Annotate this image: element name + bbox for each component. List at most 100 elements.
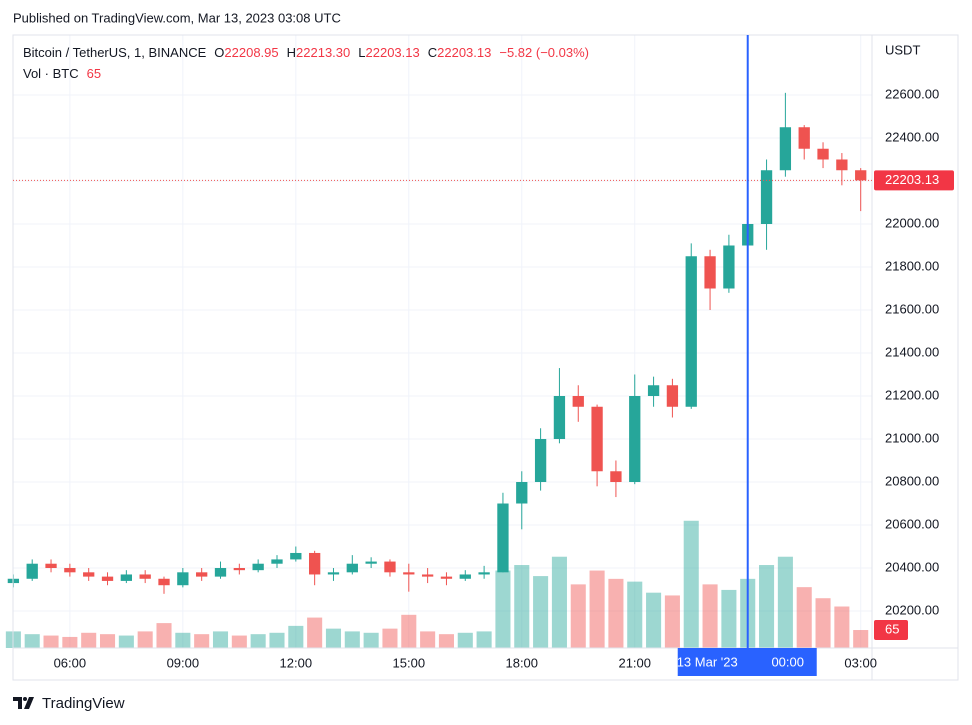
candle-body xyxy=(139,574,151,579)
volume-bar xyxy=(589,570,605,648)
low: 22203.13 xyxy=(366,45,420,60)
y-tick-label: 20600.00 xyxy=(885,516,939,531)
volume-bar xyxy=(250,634,266,648)
brand: TradingView xyxy=(42,695,125,712)
volume-bar xyxy=(551,556,567,648)
volume-bar xyxy=(608,578,624,648)
candle-body xyxy=(421,574,434,577)
plot xyxy=(5,35,872,648)
frame xyxy=(12,34,959,681)
candle-body xyxy=(685,256,697,407)
volume-bar xyxy=(420,631,436,648)
crosshair-time: 00:00 xyxy=(771,654,804,669)
candle-body xyxy=(101,576,114,581)
logo-mark xyxy=(13,697,34,709)
change: −5.82 (−0.03%) xyxy=(499,45,589,60)
y-tick-label: 21400.00 xyxy=(885,344,939,359)
y-tick-label: 20400.00 xyxy=(885,559,939,574)
candle-body xyxy=(365,561,377,564)
volume-legend: Vol · BTC 65 xyxy=(23,66,101,81)
volume-bar xyxy=(476,631,492,648)
y-tick-label: 20800.00 xyxy=(885,473,939,488)
y-tick-label: 22400.00 xyxy=(885,129,939,144)
candle-body xyxy=(647,385,660,397)
volume-bar xyxy=(194,634,210,648)
vol-value: 65 xyxy=(87,66,101,81)
candle-body xyxy=(798,127,810,149)
candle-body xyxy=(384,561,396,573)
volume-bar xyxy=(137,631,153,648)
candle-body xyxy=(779,127,792,171)
volume-bar xyxy=(627,581,643,648)
volume-bar xyxy=(721,589,737,648)
y-tick-label: 21200.00 xyxy=(885,387,939,402)
candle-body xyxy=(497,503,509,573)
candle-body xyxy=(629,396,641,483)
candle-body xyxy=(610,471,622,483)
candle-body xyxy=(553,396,566,440)
volume-bar xyxy=(307,617,323,648)
volume-bar xyxy=(438,634,454,648)
volume-bar xyxy=(702,584,718,648)
volume-bar xyxy=(533,576,549,648)
vol-label: Vol · BTC xyxy=(23,66,79,81)
candle-body xyxy=(723,245,735,289)
volume-bar xyxy=(514,565,530,648)
legend-line: Bitcoin / TetherUS, 1, BINANCE O22208.95 H… xyxy=(23,45,589,60)
candle-body xyxy=(346,563,358,573)
volume-bar xyxy=(401,614,417,648)
crosshair-date: 13 Mar '23 xyxy=(677,654,738,669)
candle-body xyxy=(327,572,340,575)
open: 22208.95 xyxy=(224,45,278,60)
volume-bar xyxy=(81,632,97,648)
volume-bar xyxy=(175,632,191,648)
candle-body xyxy=(440,576,453,579)
symbol: Bitcoin / TetherUS, 1, BINANCE xyxy=(23,45,207,60)
volume-bar xyxy=(570,584,586,648)
candle-body xyxy=(196,572,208,577)
last-price-box xyxy=(874,170,954,191)
published-note: Published on TradingView.com, Mar 13, 20… xyxy=(13,10,341,25)
logo: TradingView xyxy=(13,695,125,712)
last-volume-box xyxy=(874,620,908,641)
volume-bar xyxy=(495,570,511,648)
volume-bar xyxy=(24,634,40,648)
volume-bar xyxy=(325,628,342,648)
candle-body xyxy=(64,568,76,573)
candle-body xyxy=(214,568,227,577)
volume-bar xyxy=(344,631,360,648)
candle-body xyxy=(308,552,321,575)
h-label: H xyxy=(287,45,296,60)
candle-body xyxy=(177,572,189,586)
candle-body xyxy=(83,572,95,577)
volume-bar xyxy=(777,556,793,648)
candle-body xyxy=(817,148,829,160)
candle-body xyxy=(760,170,773,224)
y-tick-label: 22000.00 xyxy=(885,215,939,230)
x-tick-label: 12:00 xyxy=(280,655,313,670)
x-tick-label: 21:00 xyxy=(618,655,651,670)
volume-bar xyxy=(382,628,398,648)
volume-bar xyxy=(853,630,869,648)
o-label: O xyxy=(214,45,224,60)
candle-body xyxy=(591,406,603,472)
candle-body xyxy=(516,482,528,504)
volume-bar xyxy=(269,632,285,648)
logo-dot xyxy=(23,697,27,701)
candle-body xyxy=(459,574,471,579)
candle-body xyxy=(403,572,415,575)
high: 22213.30 xyxy=(296,45,350,60)
candle-body xyxy=(704,256,716,289)
close: 22203.13 xyxy=(437,45,491,60)
x-tick-label: 09:00 xyxy=(167,655,200,670)
candle-body xyxy=(45,563,57,569)
candle-body xyxy=(855,170,867,181)
volume-bar xyxy=(43,635,59,648)
x-tick-label: 15:00 xyxy=(393,655,426,670)
volume-bar xyxy=(118,635,134,648)
last-price-label: 22203.13 xyxy=(885,172,939,187)
candle-body xyxy=(290,552,302,560)
volume-bar xyxy=(815,598,831,648)
volume-bar xyxy=(664,595,680,648)
